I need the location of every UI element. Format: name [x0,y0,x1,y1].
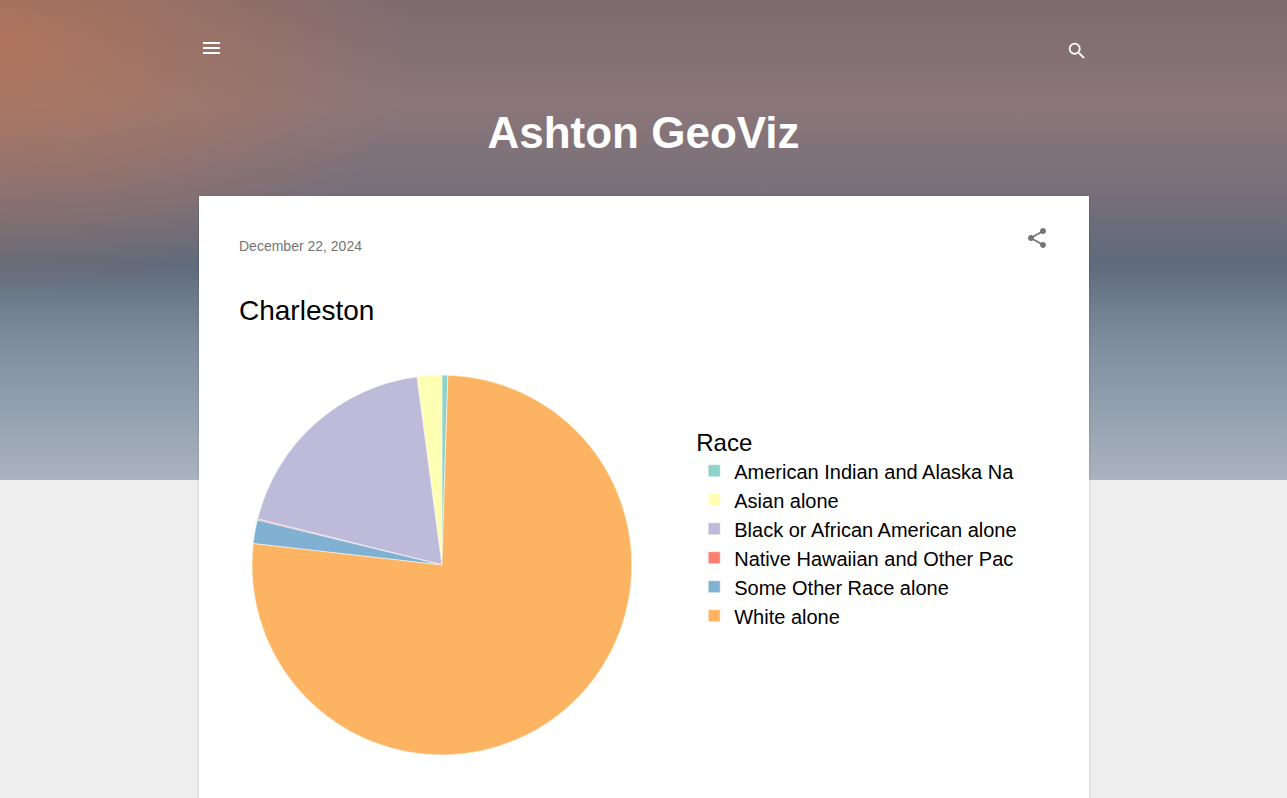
svg-text:Charleston: Charleston [239,295,374,326]
svg-text:Race: Race [696,429,752,456]
svg-text:Some Other Race alone: Some Other Race alone [734,577,949,599]
svg-text:White alone: White alone [734,606,840,628]
svg-text:Native Hawaiian and Other Pac: Native Hawaiian and Other Pac [734,548,1013,570]
html-text:December 22, 2024: December 22, 2024 [239,238,362,254]
svg-text:Asian alone: Asian alone [734,490,839,512]
html-text:Ashton GeoViz: Ashton GeoViz [487,108,800,157]
svg-text:American Indian and Alaska Na: American Indian and Alaska Na [734,461,1014,483]
svg-text:Black or African American alon: Black or African American alone [734,519,1016,541]
